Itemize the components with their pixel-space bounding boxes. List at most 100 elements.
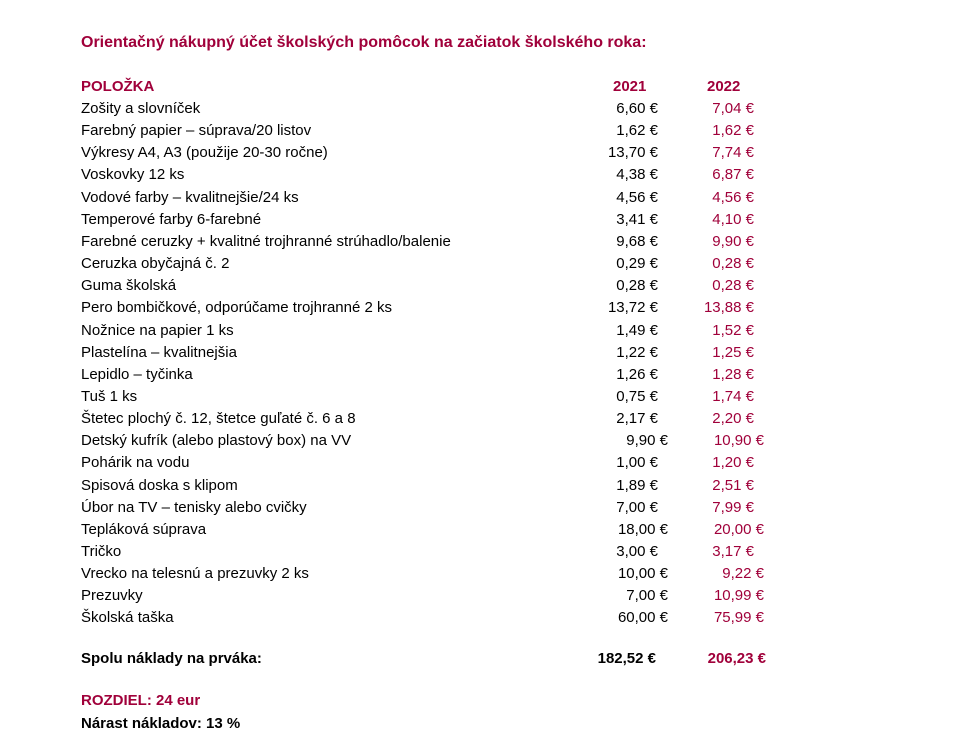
total-2021: 182,52 € xyxy=(597,650,656,667)
item-name: Tepláková súprava xyxy=(81,521,207,538)
table-row: Tuš 1 ks 0,75 € 1,74 € xyxy=(0,386,960,408)
item-name: Voskovky 12 ks xyxy=(81,166,185,183)
table-row: Vrecko na telesnú a prezuvky 2 ks 10,00 €… xyxy=(0,563,960,585)
item-name: Ceruzka obyčajná č. 2 xyxy=(81,255,230,272)
item-price-2021: 1,49 € xyxy=(616,322,658,339)
item-price-2022: 7,74 € xyxy=(712,144,754,161)
item-price-2021: 1,89 € xyxy=(616,477,658,494)
table-row: Výkresy A4, A3 (použije 20-30 ročne) 13,7… xyxy=(0,142,960,164)
table-row: Ceruzka obyčajná č. 2 0,29 € 0,28 € xyxy=(0,253,960,275)
item-price-2022: 0,28 € xyxy=(712,255,754,272)
item-price-2022: 4,56 € xyxy=(712,189,754,206)
growth-text: Nárast nákladov: 13 % xyxy=(81,715,241,732)
total-label: Spolu náklady na prváka: xyxy=(81,650,262,667)
item-price-2021: 1,00 € xyxy=(616,454,658,471)
table-row: Guma školská 0,28 € 0,28 € xyxy=(0,275,960,297)
table-row: Farebný papier – súprava/20 listov 1,62 €… xyxy=(0,120,960,142)
item-name: Školská taška xyxy=(81,609,174,626)
item-price-2022: 2,20 € xyxy=(712,410,754,427)
item-price-2021: 18,00 € xyxy=(617,521,668,538)
item-price-2021: 4,56 € xyxy=(616,189,658,206)
item-price-2021: 1,22 € xyxy=(616,344,658,361)
item-price-2022: 7,99 € xyxy=(712,499,754,516)
item-price-2022: 1,52 € xyxy=(712,322,754,339)
item-name: Úbor na TV – tenisky alebo cvičky xyxy=(81,499,307,516)
item-price-2021: 7,00 € xyxy=(616,499,658,516)
table-row: Pero bombičkové, odporúčame trojhranné 2… xyxy=(0,297,960,319)
item-price-2021: 1,62 € xyxy=(616,122,658,139)
table-row: Prezuvky 7,00 € 10,99 € xyxy=(0,585,960,607)
table-row: Vodové farby – kvalitnejšie/24 ks 4,56 € 4… xyxy=(0,187,960,209)
item-name: Farebný papier – súprava/20 listov xyxy=(81,122,312,139)
item-price-2021: 1,26 € xyxy=(616,366,658,383)
item-name: Farebné ceruzky + kvalitné trojhranné st… xyxy=(81,233,451,250)
table-row: Štetec plochý č. 12, štetce guľaté č. 6 … xyxy=(0,408,960,430)
item-price-2022: 10,99 € xyxy=(713,587,764,604)
item-price-2021: 2,17 € xyxy=(616,410,658,427)
table-row: Pohárik na vodu 1,00 € 1,20 € xyxy=(0,452,960,474)
column-header-2021: 2021 xyxy=(613,78,647,95)
item-price-2022: 13,88 € xyxy=(703,299,754,316)
table-row: Spisová doska s klipom 1,89 € 2,51 € xyxy=(0,475,960,497)
item-name: Detský kufrík (alebo plastový box) na VV xyxy=(81,432,352,449)
item-name: Guma školská xyxy=(81,277,177,294)
item-price-2022: 1,28 € xyxy=(712,366,754,383)
table-row: Tričko 3,00 € 3,17 € xyxy=(0,541,960,563)
item-price-2022: 4,10 € xyxy=(712,211,754,228)
item-name: Prezuvky xyxy=(81,587,143,604)
table-row: Lepidlo – tyčinka 1,26 € 1,28 € xyxy=(0,364,960,386)
table-row: Tepláková súprava 18,00 € 20,00 € xyxy=(0,519,960,541)
item-name: Výkresy A4, A3 (použije 20-30 ročne) xyxy=(81,144,328,161)
difference-text: ROZDIEL: 24 eur xyxy=(81,692,201,709)
item-name: Tuš 1 ks xyxy=(81,388,138,405)
item-price-2021: 6,60 € xyxy=(616,100,658,117)
total-row: Spolu náklady na prváka: 182,52 € 206,23… xyxy=(0,648,960,670)
item-price-2021: 9,68 € xyxy=(616,233,658,250)
item-price-2021: 0,75 € xyxy=(616,388,658,405)
item-name: Temperové farby 6-farebné xyxy=(81,211,262,228)
page-title: Orientačný nákupný účet školských pomôco… xyxy=(81,34,647,51)
item-name: Lepidlo – tyčinka xyxy=(81,366,193,383)
item-name: Vrecko na telesnú a prezuvky 2 ks xyxy=(81,565,309,582)
item-price-2022: 10,90 € xyxy=(713,432,764,449)
column-header-2022: 2022 xyxy=(707,78,741,95)
column-header-item: POLOŽKA xyxy=(81,78,155,95)
table-row: Úbor na TV – tenisky alebo cvičky 7,00 € 7… xyxy=(0,497,960,519)
item-price-2021: 13,70 € xyxy=(607,144,658,161)
item-price-2021: 3,00 € xyxy=(616,543,658,560)
item-price-2022: 1,62 € xyxy=(712,122,754,139)
item-name: Pohárik na vodu xyxy=(81,454,190,471)
item-price-2022: 0,28 € xyxy=(712,277,754,294)
item-price-2021: 60,00 € xyxy=(617,609,668,626)
table-row: Školská taška 60,00 € 75,99 € xyxy=(0,607,960,629)
item-price-2021: 3,41 € xyxy=(616,211,658,228)
item-price-2022: 9,90 € xyxy=(712,233,754,250)
table-row: Nožnice na papier 1 ks 1,49 € 1,52 € xyxy=(0,320,960,342)
item-price-2022: 6,87 € xyxy=(712,166,754,183)
item-price-2022: 1,20 € xyxy=(712,454,754,471)
item-price-2022: 75,99 € xyxy=(713,609,764,626)
table-row: Temperové farby 6-farebné 3,41 € 4,10 € xyxy=(0,209,960,231)
item-price-2022: 1,74 € xyxy=(712,388,754,405)
item-price-2021: 13,72 € xyxy=(607,299,658,316)
item-price-2021: 7,00 € xyxy=(626,587,668,604)
table-row: Plastelína – kvalitnejšia 1,22 € 1,25 € xyxy=(0,342,960,364)
item-price-2022: 9,22 € xyxy=(722,565,764,582)
table-row: Detský kufrík (alebo plastový box) na VV… xyxy=(0,430,960,452)
item-price-2021: 9,90 € xyxy=(626,432,668,449)
item-price-2022: 3,17 € xyxy=(712,543,754,560)
table-row: Zošity a slovníček 6,60 € 7,04 € xyxy=(0,98,960,120)
item-price-2022: 1,25 € xyxy=(712,344,754,361)
total-2022: 206,23 € xyxy=(707,650,766,667)
item-name: Spisová doska s klipom xyxy=(81,477,238,494)
item-price-2022: 7,04 € xyxy=(712,100,754,117)
table-row: Farebné ceruzky + kvalitné trojhranné st… xyxy=(0,231,960,253)
item-price-2021: 0,29 € xyxy=(616,255,658,272)
table-row: Voskovky 12 ks 4,38 € 6,87 € xyxy=(0,164,960,186)
item-name: Pero bombičkové, odporúčame trojhranné 2… xyxy=(81,299,393,316)
item-price-2022: 2,51 € xyxy=(712,477,754,494)
item-price-2022: 20,00 € xyxy=(713,521,764,538)
item-name: Štetec plochý č. 12, štetce guľaté č. 6 … xyxy=(81,410,356,427)
item-name: Tričko xyxy=(81,543,122,560)
